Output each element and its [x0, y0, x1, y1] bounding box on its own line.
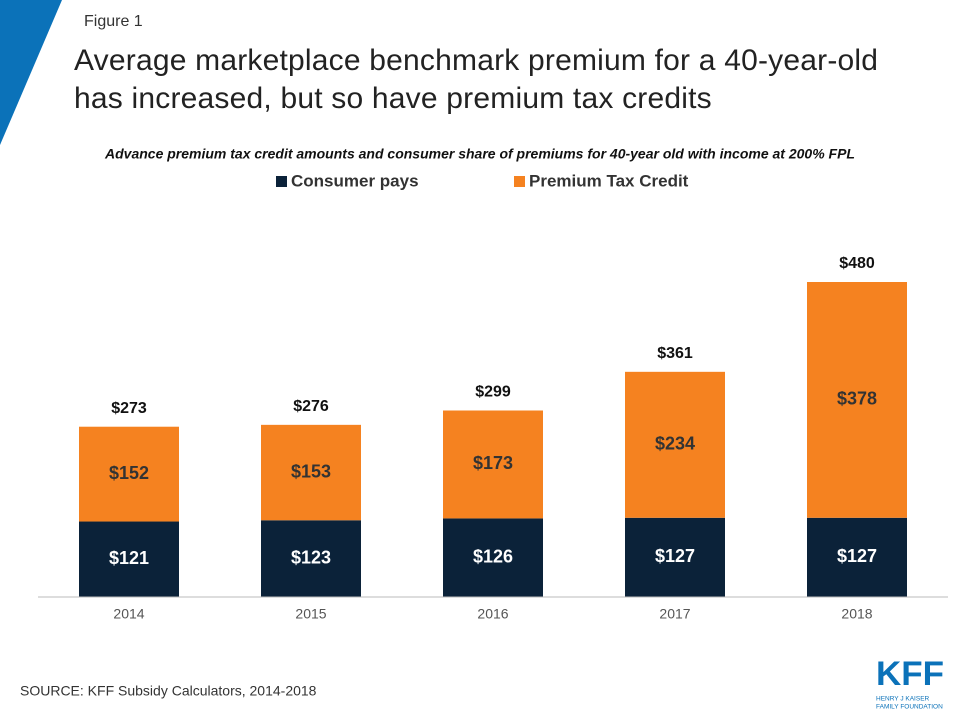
source: SOURCE: KFF Subsidy Calculators, 2014-20…	[20, 683, 317, 699]
x-tick-label: 2014	[113, 606, 144, 622]
bar-segment	[79, 426, 179, 522]
data-label: $173	[473, 453, 513, 473]
bar-segment	[443, 410, 543, 519]
data-label: $153	[291, 461, 331, 481]
bar-segment	[79, 521, 179, 597]
total-label: $480	[839, 255, 875, 272]
total-label: $299	[475, 384, 511, 401]
bar-segment	[625, 517, 725, 597]
bar-segment	[261, 520, 361, 597]
total-label: $361	[657, 345, 693, 362]
x-tick-label: 2016	[477, 606, 508, 622]
bar-segment	[807, 282, 907, 518]
bar-segment	[261, 424, 361, 521]
figure-label: Figure 1	[84, 13, 143, 30]
total-label: $273	[111, 400, 147, 417]
x-tick-label: 2017	[659, 606, 690, 622]
data-label: $378	[837, 389, 877, 409]
bar-segment	[807, 517, 907, 597]
legend-label: Premium Tax Credit	[529, 171, 689, 190]
data-label: $121	[109, 548, 149, 568]
bar-segment	[625, 371, 725, 518]
bar-segment	[443, 518, 543, 597]
x-tick-label: 2018	[841, 606, 872, 622]
legend-swatch	[276, 176, 287, 187]
data-label: $123	[291, 547, 331, 567]
data-label: $126	[473, 546, 513, 566]
subtitle: Advance premium tax credit amounts and c…	[104, 146, 855, 162]
data-label: $127	[655, 546, 695, 566]
logo-subtitle: HENRY J KAISER	[876, 696, 930, 703]
chart-title: Average marketplace benchmark premium fo…	[74, 44, 879, 115]
data-label: $152	[109, 463, 149, 483]
data-label: $127	[837, 546, 877, 566]
corner-decoration	[0, 0, 62, 145]
logo-name: KFF	[876, 655, 944, 693]
data-label: $234	[655, 434, 695, 454]
legend-label: Consumer pays	[291, 171, 419, 190]
legend-swatch	[514, 176, 525, 187]
x-tick-label: 2015	[295, 606, 326, 622]
logo-subtitle: FAMILY FOUNDATION	[876, 704, 943, 711]
logo: KFF HENRY J KAISER FAMILY FOUNDATION	[876, 655, 944, 711]
total-label: $276	[293, 398, 329, 415]
